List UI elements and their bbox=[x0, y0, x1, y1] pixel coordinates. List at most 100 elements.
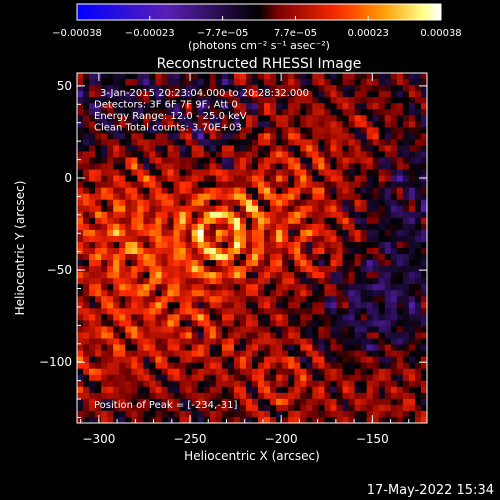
heatmap-cell bbox=[143, 326, 151, 334]
heatmap-cell bbox=[179, 181, 187, 189]
heatmap-cell bbox=[306, 169, 313, 177]
heatmap-cell bbox=[131, 290, 138, 297]
heatmap-cell bbox=[149, 223, 157, 231]
heatmap-cell bbox=[420, 73, 427, 80]
heatmap-cell bbox=[258, 296, 265, 303]
heatmap-cell bbox=[372, 223, 380, 231]
heatmap-cell bbox=[131, 181, 138, 189]
heatmap-cell bbox=[342, 314, 350, 322]
heatmap-cell bbox=[125, 254, 132, 261]
heatmap-cell bbox=[384, 193, 392, 201]
heatmap-cell bbox=[342, 97, 350, 104]
heatmap-cell bbox=[167, 103, 175, 110]
heatmap-cell bbox=[342, 392, 350, 400]
heatmap-cell bbox=[282, 344, 289, 352]
heatmap-cell bbox=[282, 211, 289, 219]
heatmap-cell bbox=[119, 326, 126, 334]
heatmap-cell bbox=[294, 199, 301, 207]
heatmap-cell bbox=[276, 187, 283, 195]
heatmap-cell bbox=[384, 368, 392, 376]
heatmap-cell bbox=[215, 181, 223, 189]
heatmap-cell bbox=[342, 320, 350, 328]
heatmap-cell bbox=[125, 320, 132, 328]
heatmap-cell bbox=[324, 235, 332, 243]
heatmap-cell bbox=[414, 404, 422, 412]
heatmap-cell bbox=[209, 248, 217, 255]
heatmap-cell bbox=[215, 338, 223, 346]
heatmap-cell bbox=[125, 211, 132, 219]
heatmap-cell bbox=[252, 320, 259, 328]
heatmap-cell bbox=[119, 260, 126, 267]
heatmap-cell bbox=[89, 362, 96, 370]
heatmap-cell bbox=[89, 181, 96, 189]
heatmap-cell bbox=[360, 169, 368, 177]
heatmap-cell bbox=[390, 223, 398, 231]
heatmap-cell bbox=[203, 398, 211, 406]
heatmap-cell bbox=[300, 241, 307, 249]
heatmap-cell bbox=[233, 380, 241, 388]
heatmap-cell bbox=[384, 320, 392, 328]
colorbar: −0.00038 −0.00023 −7.7e−05 7.7e−05 0.00023 0.… bbox=[52, 3, 462, 52]
heatmap-cell bbox=[113, 121, 120, 128]
heatmap-cell bbox=[185, 266, 193, 273]
heatmap-cell bbox=[354, 133, 362, 140]
heatmap-cell bbox=[185, 326, 193, 334]
heatmap-cell bbox=[396, 266, 404, 273]
heatmap-cell bbox=[342, 217, 350, 225]
heatmap-cell bbox=[107, 272, 114, 279]
heatmap-cell bbox=[221, 356, 229, 364]
heatmap-cell bbox=[113, 157, 120, 165]
heatmap-cell bbox=[318, 326, 326, 334]
heatmap-cell bbox=[258, 254, 265, 261]
heatmap-cell bbox=[312, 199, 319, 207]
heatmap-cell bbox=[107, 248, 114, 255]
heatmap-cell bbox=[155, 284, 163, 291]
heatmap-cell bbox=[161, 85, 169, 92]
heatmap-cell bbox=[89, 91, 96, 98]
heatmap-cell bbox=[390, 398, 398, 406]
heatmap-cell bbox=[300, 266, 307, 273]
heatmap-cell bbox=[137, 109, 144, 116]
heatmap-cell bbox=[89, 169, 96, 177]
heatmap-cell bbox=[276, 145, 283, 153]
heatmap-cell bbox=[324, 241, 332, 249]
heatmap-cell bbox=[143, 229, 151, 237]
heatmap-cell bbox=[258, 97, 265, 104]
heatmap-cell bbox=[258, 386, 265, 394]
heatmap-cell bbox=[354, 404, 362, 412]
heatmap-cell bbox=[179, 169, 187, 177]
heatmap-cell bbox=[300, 199, 307, 207]
heatmap-cell bbox=[276, 115, 283, 122]
heatmap-cell bbox=[336, 284, 344, 291]
heatmap-cell bbox=[258, 404, 265, 412]
heatmap-cell bbox=[264, 181, 271, 189]
heatmap-cell bbox=[336, 79, 344, 86]
heatmap-cell bbox=[131, 217, 138, 225]
heatmap-cell bbox=[336, 356, 344, 364]
heatmap-cell bbox=[366, 241, 374, 249]
heatmap-cell bbox=[264, 302, 271, 309]
heatmap-cell bbox=[336, 217, 344, 225]
heatmap-cell bbox=[107, 223, 114, 231]
heatmap-cell bbox=[185, 404, 193, 412]
heatmap-cell bbox=[185, 308, 193, 315]
heatmap-cell bbox=[396, 386, 404, 394]
heatmap-cell bbox=[143, 151, 151, 159]
heatmap-cell bbox=[414, 356, 422, 364]
heatmap-cell bbox=[312, 260, 319, 267]
heatmap-cell bbox=[312, 217, 319, 225]
heatmap-cell bbox=[179, 121, 187, 128]
heatmap-cell bbox=[221, 229, 229, 237]
heatmap-cell bbox=[336, 398, 344, 406]
heatmap-cell bbox=[107, 392, 114, 400]
heatmap-cell bbox=[390, 284, 398, 291]
heatmap-cell bbox=[366, 398, 374, 406]
heatmap-cell bbox=[221, 290, 229, 297]
heatmap-cell bbox=[336, 241, 344, 249]
heatmap-cell bbox=[137, 199, 144, 207]
heatmap-cell bbox=[288, 139, 295, 147]
heatmap-cell bbox=[245, 223, 253, 231]
heatmap-cell bbox=[372, 163, 380, 171]
heatmap-cell bbox=[119, 386, 126, 394]
heatmap-cell bbox=[300, 314, 307, 322]
